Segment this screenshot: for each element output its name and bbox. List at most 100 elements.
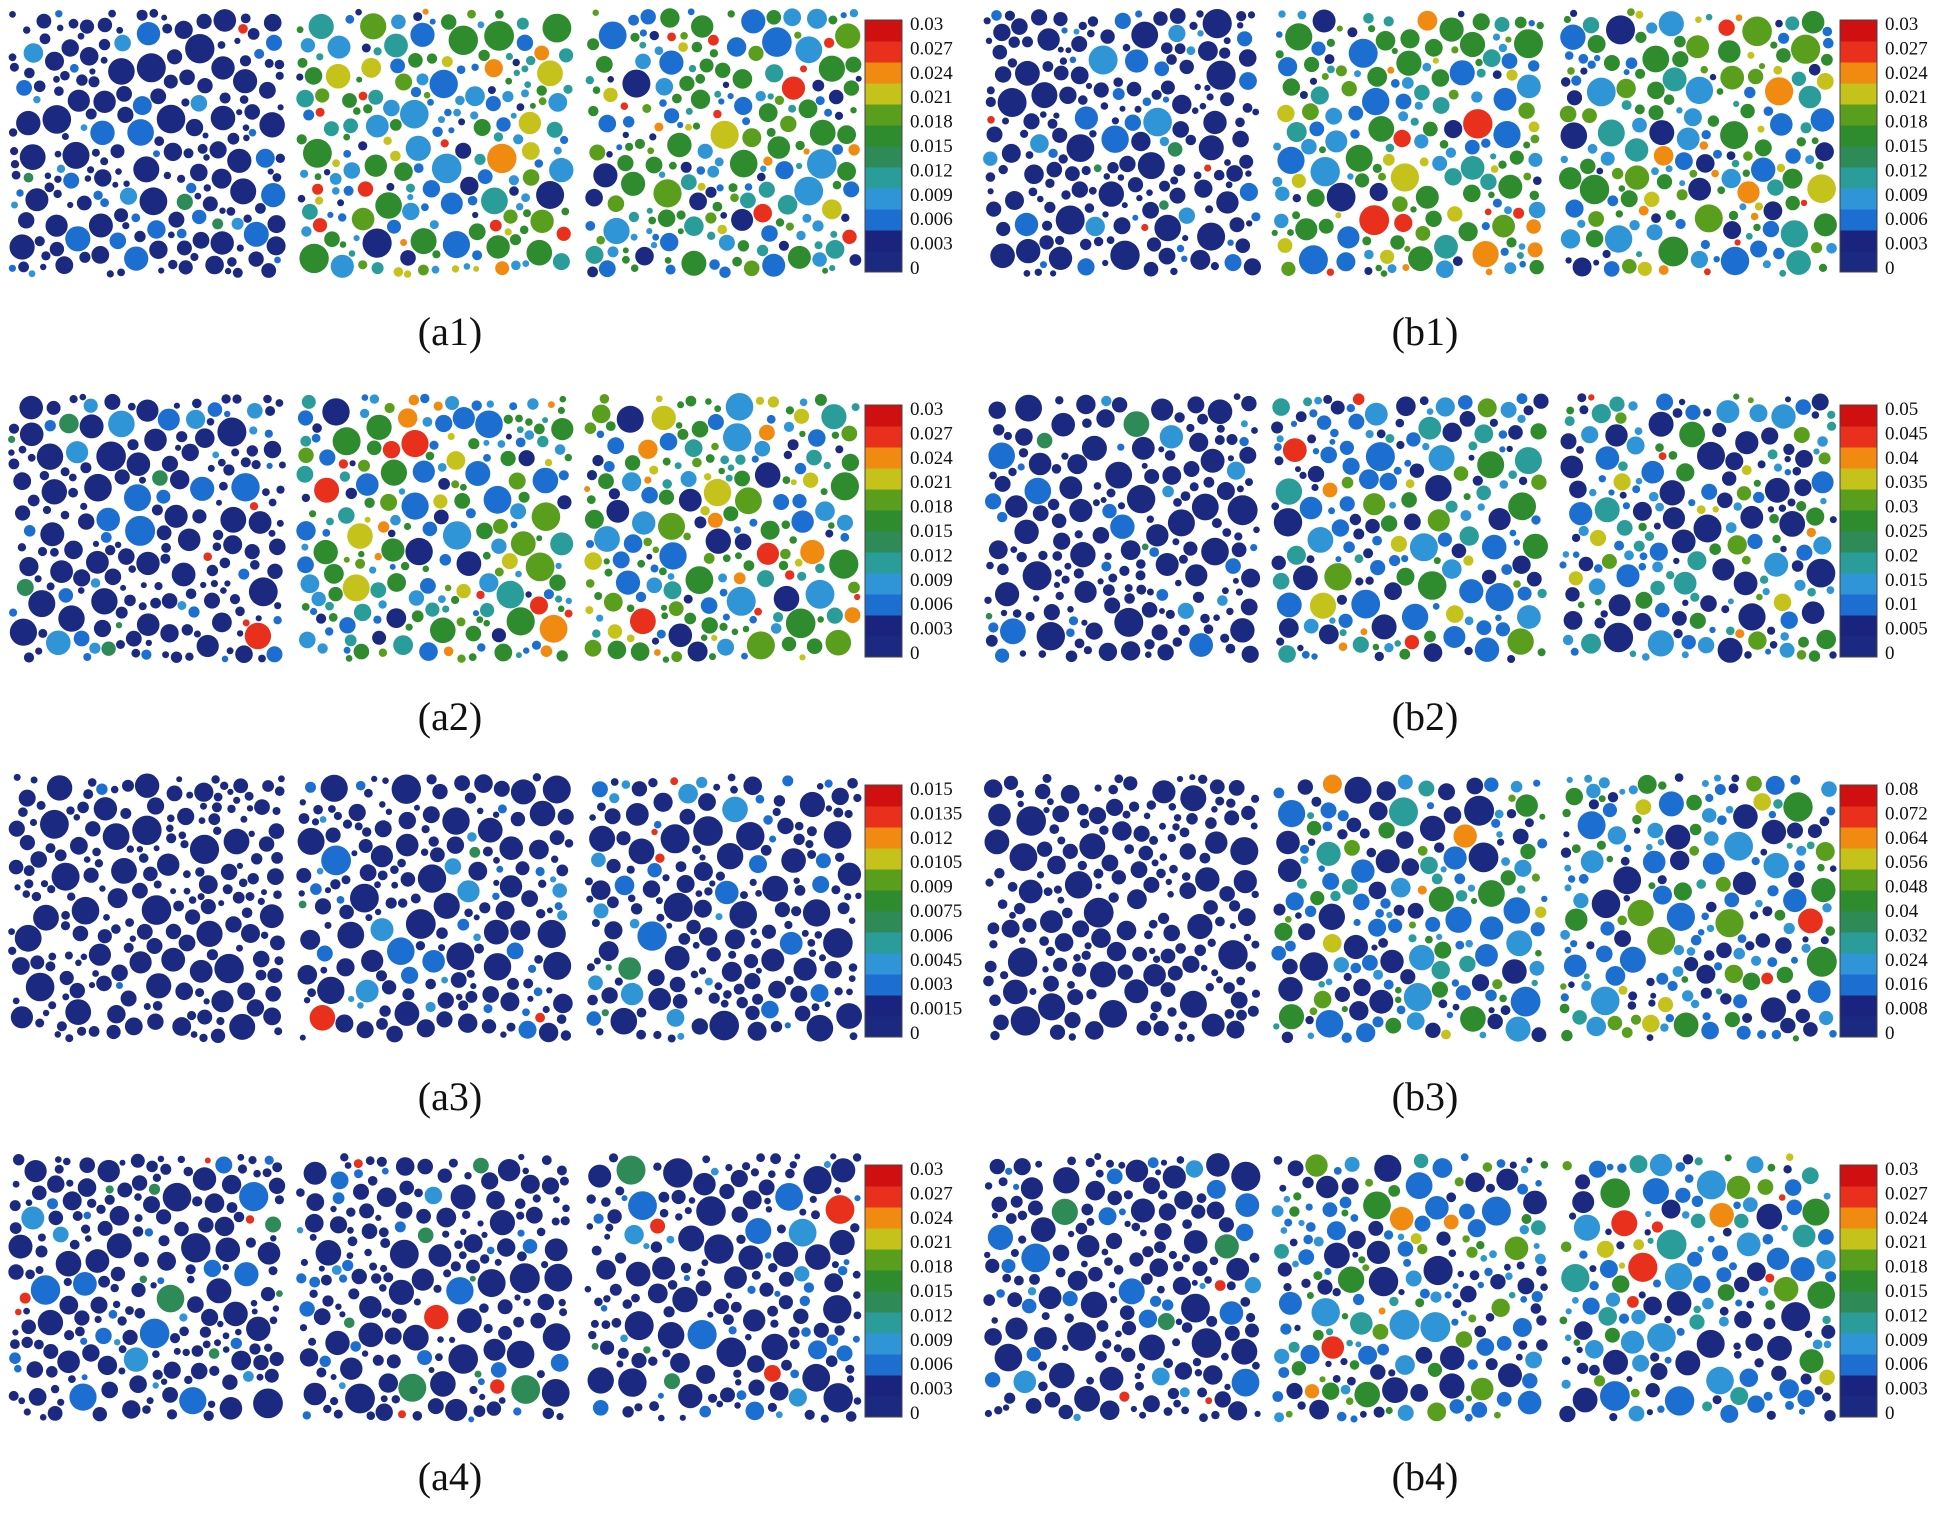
particle [446,942,475,971]
particle [479,902,491,914]
particle [13,773,21,781]
colorbar-segment [1840,848,1877,870]
particle [206,949,218,961]
particle [1363,493,1386,516]
particle [590,1319,599,1328]
particle [219,1397,243,1420]
particle [429,69,458,99]
particle [1779,511,1806,537]
particle [705,454,715,463]
particle [440,139,449,148]
particle [523,978,534,989]
particle [1560,983,1567,990]
particle [558,1298,566,1307]
particle [466,1259,480,1274]
particle [1424,630,1436,643]
particle [1520,1296,1528,1303]
particle [112,1300,121,1309]
particle [1822,26,1833,37]
particle [322,1295,334,1307]
particle [719,588,728,597]
particle [651,828,658,836]
particle [1049,824,1060,834]
particle [1664,1356,1672,1364]
particle [355,780,366,791]
particle [33,904,59,931]
colorbar-tick-label: 0 [910,643,920,664]
particle [1528,152,1543,167]
colorbar-tick-label: 0.024 [1885,63,1928,84]
particle [807,850,817,859]
particle [1811,393,1829,411]
particle [514,1198,526,1209]
particle [679,75,695,92]
particle [831,1158,856,1183]
particle [1628,785,1638,795]
particle [34,1339,44,1350]
particle [586,540,594,548]
particle [586,470,598,481]
particle [1295,411,1307,423]
particle [634,138,646,149]
particle [1418,416,1442,440]
particle [1460,156,1485,180]
particle [107,1005,126,1024]
particle [304,67,323,85]
particle [366,414,392,440]
particle [764,1197,771,1205]
particle [1289,1206,1300,1217]
colorbar-segment [1840,785,1877,807]
particle [1801,943,1811,953]
particle [55,1156,62,1163]
particle [1586,783,1601,799]
particle [33,95,41,104]
particle [1126,484,1156,514]
particle [586,963,595,972]
particle [854,593,861,601]
particle [658,171,666,178]
particle [1277,238,1293,253]
particle [1714,962,1723,971]
particle [481,1019,497,1034]
particle [97,929,112,944]
particle [175,444,182,451]
particle [674,462,682,470]
particle [1616,520,1633,536]
particle [1350,1415,1358,1423]
particle [355,979,379,1003]
particle [678,933,691,945]
particle [696,166,706,175]
particle [83,653,92,661]
particle [646,553,653,560]
particle [1747,1262,1766,1282]
particle [1702,1012,1711,1021]
particle [357,1002,364,1009]
particle [1147,1157,1159,1169]
particle [237,1164,248,1174]
particle [516,17,529,30]
particle [94,859,104,868]
particle [1200,448,1225,473]
particle [1031,9,1048,26]
particle [802,472,819,488]
particle [40,809,69,839]
particle [1102,1339,1112,1349]
particle [828,89,844,105]
particle [495,900,515,920]
particle [14,1308,22,1316]
particle [509,1263,540,1294]
particle [1350,129,1360,139]
particle [1194,944,1206,957]
colorbar-tick-label: 0.0135 [910,803,962,824]
colorbar-segment [1840,1396,1877,1418]
particle [1696,1329,1725,1358]
particle [1658,236,1689,267]
particle [465,461,491,486]
particle [828,522,835,529]
particle [607,896,619,909]
particle [117,106,134,123]
particle [824,779,833,788]
particle [803,1282,815,1293]
particle [735,1379,742,1386]
particle [231,473,260,502]
